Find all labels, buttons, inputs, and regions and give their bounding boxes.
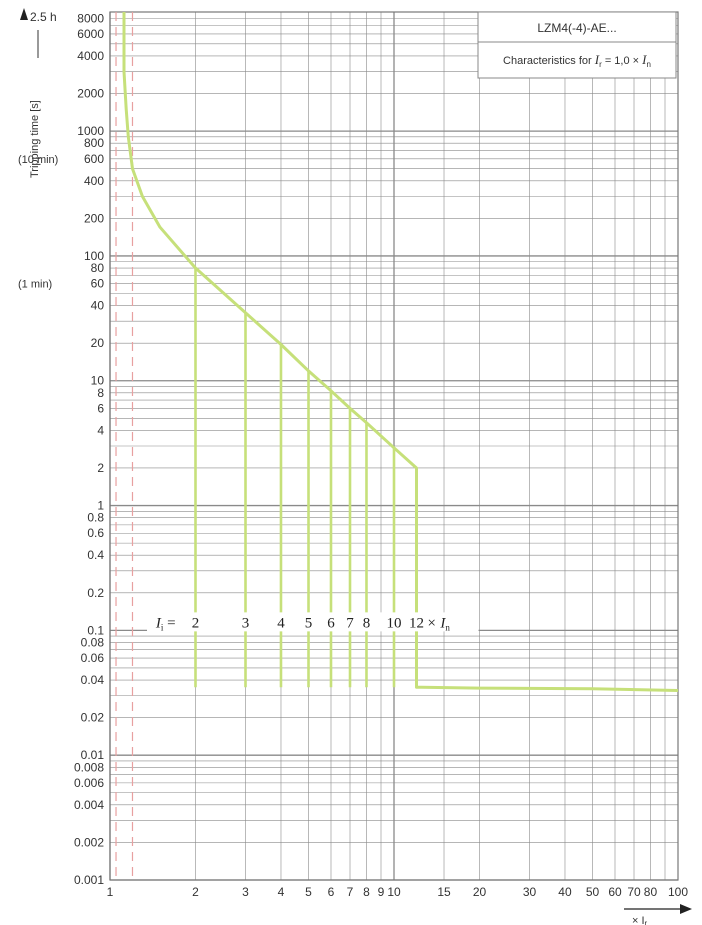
y-tick-label: 0.8 [87,511,104,525]
y-tick-label: 10 [91,374,105,388]
setting-label-prefix: Ii = [155,615,176,632]
y-axis-top-label: 2.5 h [30,10,57,24]
x-tick-label: 10 [387,885,401,899]
y-tick-label: 40 [91,299,105,313]
y-tick-label: 0.6 [87,526,104,540]
y-tick-label: 0.4 [87,548,104,562]
reference-dashed-lines [115,12,134,880]
y-tick-label: 1000 [77,124,104,138]
y-tick-label: 100 [84,249,104,263]
y-tick-label: 0.2 [87,586,104,600]
x-tick-labels: 1 2 3 4 5 6 7 8 9 10 15 20 30 40 50 60 70 80 100 [107,885,689,899]
curve-layer [122,12,679,692]
chart-subtitle: Characteristics for Ir = 1,0 × In [503,52,651,69]
x-tick-label: 50 [586,885,600,899]
y-tick-label: 2000 [77,87,104,101]
x-tick-label: 70 [627,885,641,899]
setting-label-6: 6 [327,615,335,631]
y-tick-label: 0.02 [81,711,105,725]
x-tick-label: 80 [644,885,658,899]
y-tick-label: 600 [84,152,104,166]
y-axis-title: Tripping time [s] [29,100,41,178]
y-tick-label: 80 [91,261,105,275]
x-tick-label: 8 [363,885,370,899]
x-tick-label: 30 [523,885,537,899]
y-tick-label: 0.001 [74,873,104,887]
setting-label-2: 2 [192,615,200,631]
plot-frame [109,11,679,881]
x-tick-label: 3 [242,885,249,899]
y-annotation: (1 min) [18,279,52,291]
setting-label-10: 10 [387,615,402,631]
y-tick-label: 0.06 [81,651,105,665]
y-tick-label: 0.08 [81,635,105,649]
x-tick-label: 15 [437,885,451,899]
y-tick-label: 0.002 [74,835,104,849]
y-tick-label: 0.1 [87,623,104,637]
y-tick-label: 800 [84,136,104,150]
y-annotations: (10 min) (1 min) [18,154,58,291]
title-box [477,11,677,79]
x-tick-label: 1 [107,885,114,899]
x-tick-label: 9 [378,885,385,899]
setting-labels: Ii = 2 3 4 5 6 7 8 10 12 × In [147,612,479,632]
x-tick-label: 40 [558,885,572,899]
x-axis-arrow-icon [680,904,692,914]
y-tick-label: 2 [97,461,104,475]
setting-label-8: 8 [363,615,371,631]
y-tick-label: 6 [97,401,104,415]
setting-label-suffix: × In [426,615,450,632]
y-tick-label: 0.04 [81,673,105,687]
y-tick-label: 4 [97,423,104,437]
y-tick-label: 8000 [77,11,104,25]
y-tick-label: 0.006 [74,776,104,790]
setting-label-4: 4 [277,615,285,631]
y-tick-label: 200 [84,211,104,225]
x-tick-label: 4 [278,885,285,899]
y-axis-arrow-icon [20,8,28,20]
y-tick-label: 6000 [77,27,104,41]
y-tick-label: 400 [84,174,104,188]
x-tick-label: 20 [473,885,487,899]
y-tick-label: 1 [97,499,104,513]
setting-label-12: 12 [409,615,424,631]
x-tick-label: 100 [668,885,688,899]
y-tick-label: 0.004 [74,798,104,812]
x-tick-label: 7 [347,885,354,899]
x-tick-label: 2 [192,885,199,899]
chart-title: LZM4(-4)-AE... [537,21,616,35]
y-tick-label: 4000 [77,49,104,63]
y-tick-label: 20 [91,336,105,350]
setting-label-3: 3 [242,615,250,631]
y-tick-label: 8 [97,386,104,400]
y-tick-label: 60 [91,277,105,291]
y-annotation: (10 min) [18,154,58,166]
setting-label-7: 7 [346,615,354,631]
x-tick-label: 60 [608,885,622,899]
y-tick-label: 0.01 [81,748,105,762]
y-tick-label: 0.008 [74,760,104,774]
x-axis-title: × Ir [632,915,648,925]
x-tick-label: 5 [305,885,312,899]
setting-label-backdrop [147,612,479,632]
x-tick-label: 6 [328,885,335,899]
tripping-curve [122,12,679,692]
setting-label-5: 5 [305,615,313,631]
